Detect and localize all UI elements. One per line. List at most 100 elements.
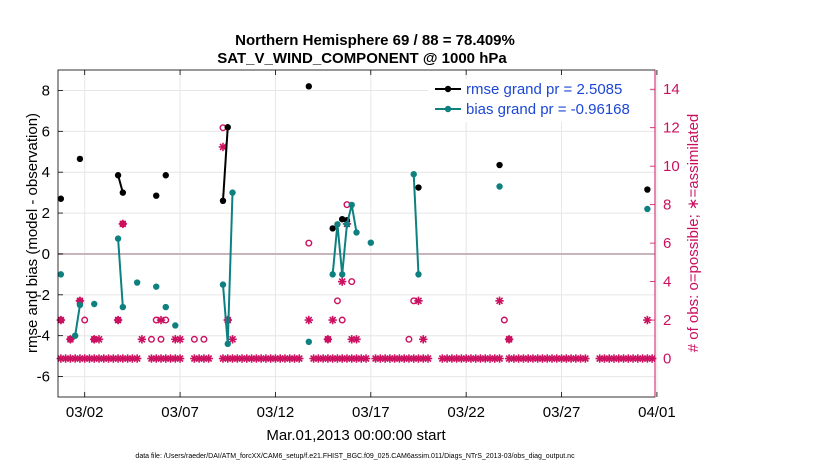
chart-subtitle: SAT_V_WIND_COMPONENT @ 1000 hPa: [217, 50, 507, 67]
rmse-data-point: [305, 83, 313, 90]
y-right-tick-label: 14: [663, 81, 680, 98]
obs-assimilated-zero-marker: [490, 354, 499, 363]
obs-possible-marker: [81, 316, 89, 324]
y-tick-label: 2: [42, 205, 50, 222]
rmse-data-point: [219, 197, 227, 204]
y-tick-label: -6: [37, 369, 50, 386]
obs-assimilated-marker: [118, 219, 128, 229]
obs-assimilated-marker: [414, 296, 423, 306]
bias-data-point: [224, 340, 231, 348]
bias-data-point: [133, 279, 141, 286]
bias-data-point: [644, 205, 651, 213]
obs-assimilated-zero-marker: [204, 354, 213, 363]
bias-series-line: [117, 238, 124, 308]
legend-bias-marker: [444, 105, 452, 113]
obs-possible-marker: [333, 297, 341, 305]
obs-possible-marker: [157, 335, 165, 343]
obs-assimilated-marker: [328, 315, 337, 325]
bias-data-point: [329, 271, 336, 278]
bias-data-point: [334, 221, 341, 228]
obs-count-markers: [56, 124, 657, 363]
obs-assimilated-marker: [228, 335, 237, 344]
bias-series-line: [74, 304, 81, 336]
rmse-data-point: [162, 172, 169, 179]
legend-bias-label: bias grand pr = -0.96168: [466, 101, 630, 118]
chart-title: Northern Hemisphere 69 / 88 = 78.409%: [235, 32, 515, 49]
legend-rmse-marker: [444, 85, 452, 93]
rmse-data-point: [76, 155, 84, 163]
x-tick-label: 04/01: [638, 404, 676, 421]
obs-assimilated-marker: [137, 335, 147, 344]
bias-data-point: [71, 332, 79, 339]
y-right-tick-label: 6: [663, 235, 671, 252]
obs-possible-marker: [147, 335, 155, 343]
rmse-data-point: [415, 184, 422, 191]
y-right-tick-label: 0: [663, 351, 671, 368]
rmse-data-point: [338, 215, 346, 223]
y-right-tick-label: 10: [663, 158, 680, 175]
bias-data-point: [119, 303, 127, 311]
y-tick-label: 4: [42, 164, 50, 181]
obs-assimilated-zero-marker: [361, 354, 371, 363]
rmse-data-point: [329, 225, 336, 232]
bias-series-line: [331, 204, 358, 275]
obs-assimilated-marker: [337, 277, 347, 286]
y-tick-label: -2: [37, 287, 50, 304]
obs-possible-marker: [338, 316, 346, 324]
bias-data-point: [153, 283, 160, 290]
rmse-data-point: [57, 195, 65, 202]
obs-assimilated-marker: [304, 315, 314, 325]
obs-assimilated-marker: [94, 335, 104, 344]
obs-assimilated-marker: [56, 315, 66, 325]
bias-data-point: [305, 338, 313, 346]
x-tick-label: 03/07: [161, 404, 199, 421]
obs-assimilated-marker: [175, 335, 185, 344]
bias-data-point: [162, 303, 169, 311]
bias-data-point: [172, 322, 179, 329]
bias-data-point: [229, 189, 236, 196]
x-tick-label: 03/12: [257, 404, 295, 421]
obs-possible-marker: [190, 335, 198, 343]
y-tick-label: 0: [42, 246, 50, 263]
obs-assimilated-zero-marker: [581, 354, 590, 363]
obs-assimilated-marker: [419, 335, 428, 344]
bias-data-point: [76, 301, 84, 309]
obs-assimilated-marker: [504, 335, 514, 344]
bias-data-point: [343, 221, 351, 228]
data-series: [57, 83, 651, 348]
bias-data-point: [410, 171, 417, 178]
axis-ticks: 03/02 03/07 03/12 03/17 03/22 03/27 04/01 -6 -4 -…: [37, 70, 680, 421]
x-tick-label: 03/02: [66, 404, 104, 421]
y-tick-label: 8: [42, 82, 50, 99]
legend-box: [428, 79, 650, 122]
bias-data-point: [91, 300, 98, 308]
rmse-data-point: [496, 161, 503, 169]
rmse-data-point: [114, 172, 122, 179]
bias-data-point: [219, 281, 227, 288]
rmse-data-point: [224, 124, 231, 131]
obs-assimilated-marker: [66, 335, 75, 344]
bias-data-point: [367, 239, 375, 246]
legend: rmse grand pr = 2.5085 bias grand pr = -…: [428, 79, 650, 122]
bias-data-point: [496, 183, 503, 190]
y-right-tick-label: 8: [663, 197, 671, 214]
x-tick-label: 03/22: [447, 404, 485, 421]
y-axis-label-right: # of obs: o=possible; ∗=assimilated: [685, 114, 702, 353]
obs-assimilated-marker: [495, 296, 504, 306]
obs-assimilated-zero-marker: [132, 354, 142, 363]
bias-data-point: [114, 235, 122, 242]
obs-assimilated-marker: [323, 335, 333, 344]
obs-assimilated-zero-marker: [175, 354, 185, 363]
bias-data-point: [338, 271, 346, 278]
x-tick-label: 03/27: [543, 404, 581, 421]
y-right-tick-label: 4: [663, 274, 671, 291]
obs-possible-marker: [305, 239, 313, 247]
x-tick-label: 03/17: [352, 404, 390, 421]
rmse-data-point: [153, 192, 160, 199]
obs-assimilated-zero-marker: [295, 354, 304, 363]
obs-possible-marker: [348, 278, 356, 286]
obs-assimilated-marker: [113, 315, 123, 325]
y-right-tick-label: 12: [663, 120, 680, 137]
rmse-data-point: [644, 186, 651, 193]
